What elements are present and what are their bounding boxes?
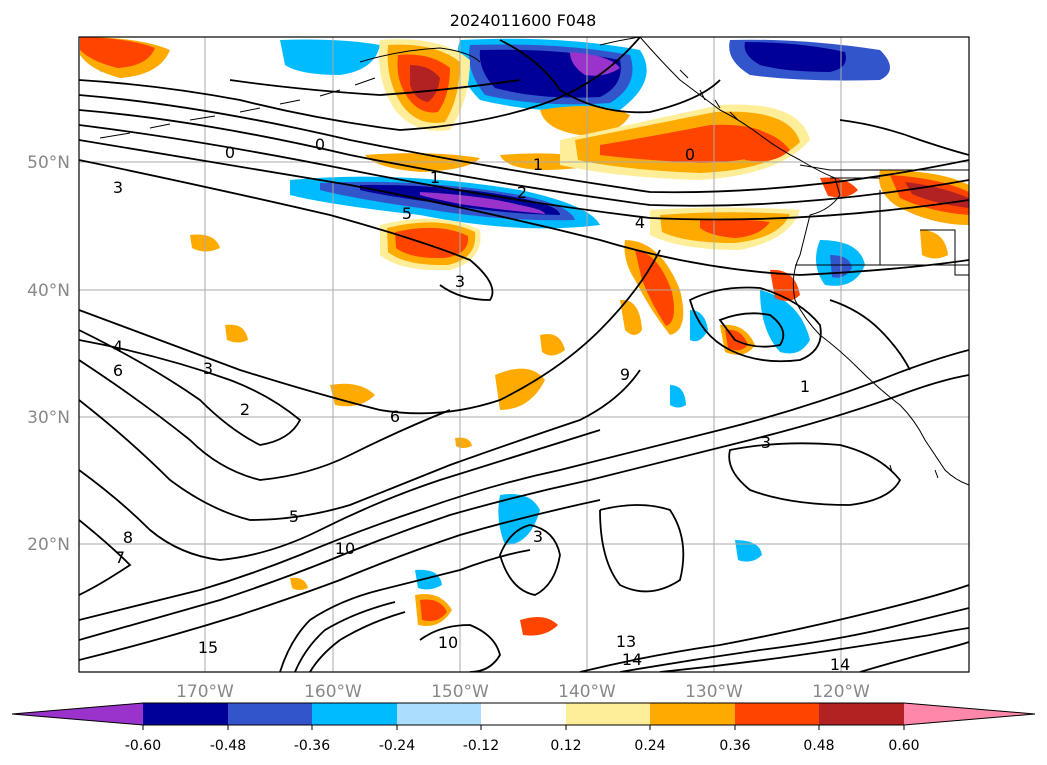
colorbar-swatch	[650, 703, 735, 725]
lat-label: 20°N	[27, 535, 70, 555]
lon-label: 130°W	[685, 682, 743, 702]
contour-label-group: 0 0 0 1 1 1 2 2 3 3 3 3 3 4 4 5 5 6 6 7 …	[113, 135, 850, 674]
latitude-labels: 50°N 40°N 30°N 20°N	[27, 153, 70, 555]
lat-label: 30°N	[27, 408, 70, 428]
contour-label: 13	[616, 632, 636, 651]
colorbar-swatch	[143, 703, 228, 725]
contour-lines	[79, 37, 969, 672]
lon-label: 160°W	[304, 682, 362, 702]
contour-label: 1	[800, 377, 810, 396]
contour-label: 1	[533, 155, 543, 174]
colorbar-tick-label: 0.60	[888, 738, 919, 754]
lon-label: 170°W	[176, 682, 234, 702]
map-title: 2024011600 F048	[450, 11, 597, 30]
map-background	[79, 37, 969, 672]
colorbar-tick-label: -0.48	[210, 738, 246, 754]
contour-label: 3	[455, 272, 465, 291]
map-frame	[78, 36, 970, 673]
lon-label: 150°W	[431, 682, 489, 702]
contour-label: 6	[113, 361, 123, 380]
contour-label: 3	[533, 527, 543, 546]
contour-label: 9	[620, 365, 630, 384]
colorbar-swatch	[12, 703, 143, 725]
contour-label: 4	[635, 213, 645, 232]
contour-label: 14	[830, 655, 850, 674]
colorbar-tick-label: 0.48	[803, 738, 834, 754]
colorbar-swatch	[819, 703, 904, 725]
contour-label: 0	[685, 145, 695, 164]
colorbar-swatch	[228, 703, 312, 725]
colorbar-tick-label: 0.24	[634, 738, 665, 754]
coastlines	[99, 37, 969, 486]
colorbar-tick-label: -0.12	[463, 738, 499, 754]
contour-label: 6	[390, 407, 400, 426]
lon-label: 120°W	[812, 682, 870, 702]
contour-label: 5	[402, 204, 412, 223]
contour-label: 8	[123, 528, 133, 547]
colorbar-swatch	[904, 703, 1035, 725]
contour-label: 5	[289, 507, 299, 526]
colorbar-swatch	[735, 703, 819, 725]
contour-label: 14	[622, 650, 642, 669]
contour-label: 3	[203, 359, 213, 378]
lat-label: 40°N	[27, 281, 70, 301]
colorbar-swatch	[481, 703, 566, 725]
longitude-labels: 170°W 160°W 150°W 140°W 130°W 120°W	[176, 682, 870, 702]
colorbar-swatch	[566, 703, 650, 725]
colorbar-swatch	[397, 703, 481, 725]
contour-label: 2	[517, 183, 527, 202]
colorbar-tick-label: -0.60	[125, 738, 161, 754]
contour-label: 3	[761, 433, 771, 452]
contour-label: 10	[438, 633, 458, 652]
contour-label: 0	[315, 135, 325, 154]
colorbar: -0.60 -0.48 -0.36 -0.24 -0.12 0.12 0.24 …	[11, 702, 1036, 754]
contour-label: 7	[115, 548, 125, 567]
colorbar-tick-label: -0.24	[379, 738, 415, 754]
colorbar-tick-label: 0.12	[550, 738, 581, 754]
map-panel: 0 0 0 1 1 1 2 2 3 3 3 3 3 4 4 5 5 6 6 7 …	[78, 36, 970, 674]
contour-label: 3	[113, 178, 123, 197]
colorbar-tick-label: 0.36	[719, 738, 750, 754]
contour-label: 0	[225, 143, 235, 162]
lon-label: 140°W	[558, 682, 616, 702]
contour-label: 2	[240, 400, 250, 419]
colorbar-tick-label: -0.36	[294, 738, 330, 754]
contour-label: 10	[335, 539, 355, 558]
contour-label: 15	[198, 638, 218, 657]
colorbar-swatch	[312, 703, 397, 725]
lat-label: 50°N	[27, 153, 70, 173]
shaded-field	[80, 37, 969, 636]
contour-label: 4	[113, 337, 123, 356]
contour-label: 1	[430, 168, 440, 187]
